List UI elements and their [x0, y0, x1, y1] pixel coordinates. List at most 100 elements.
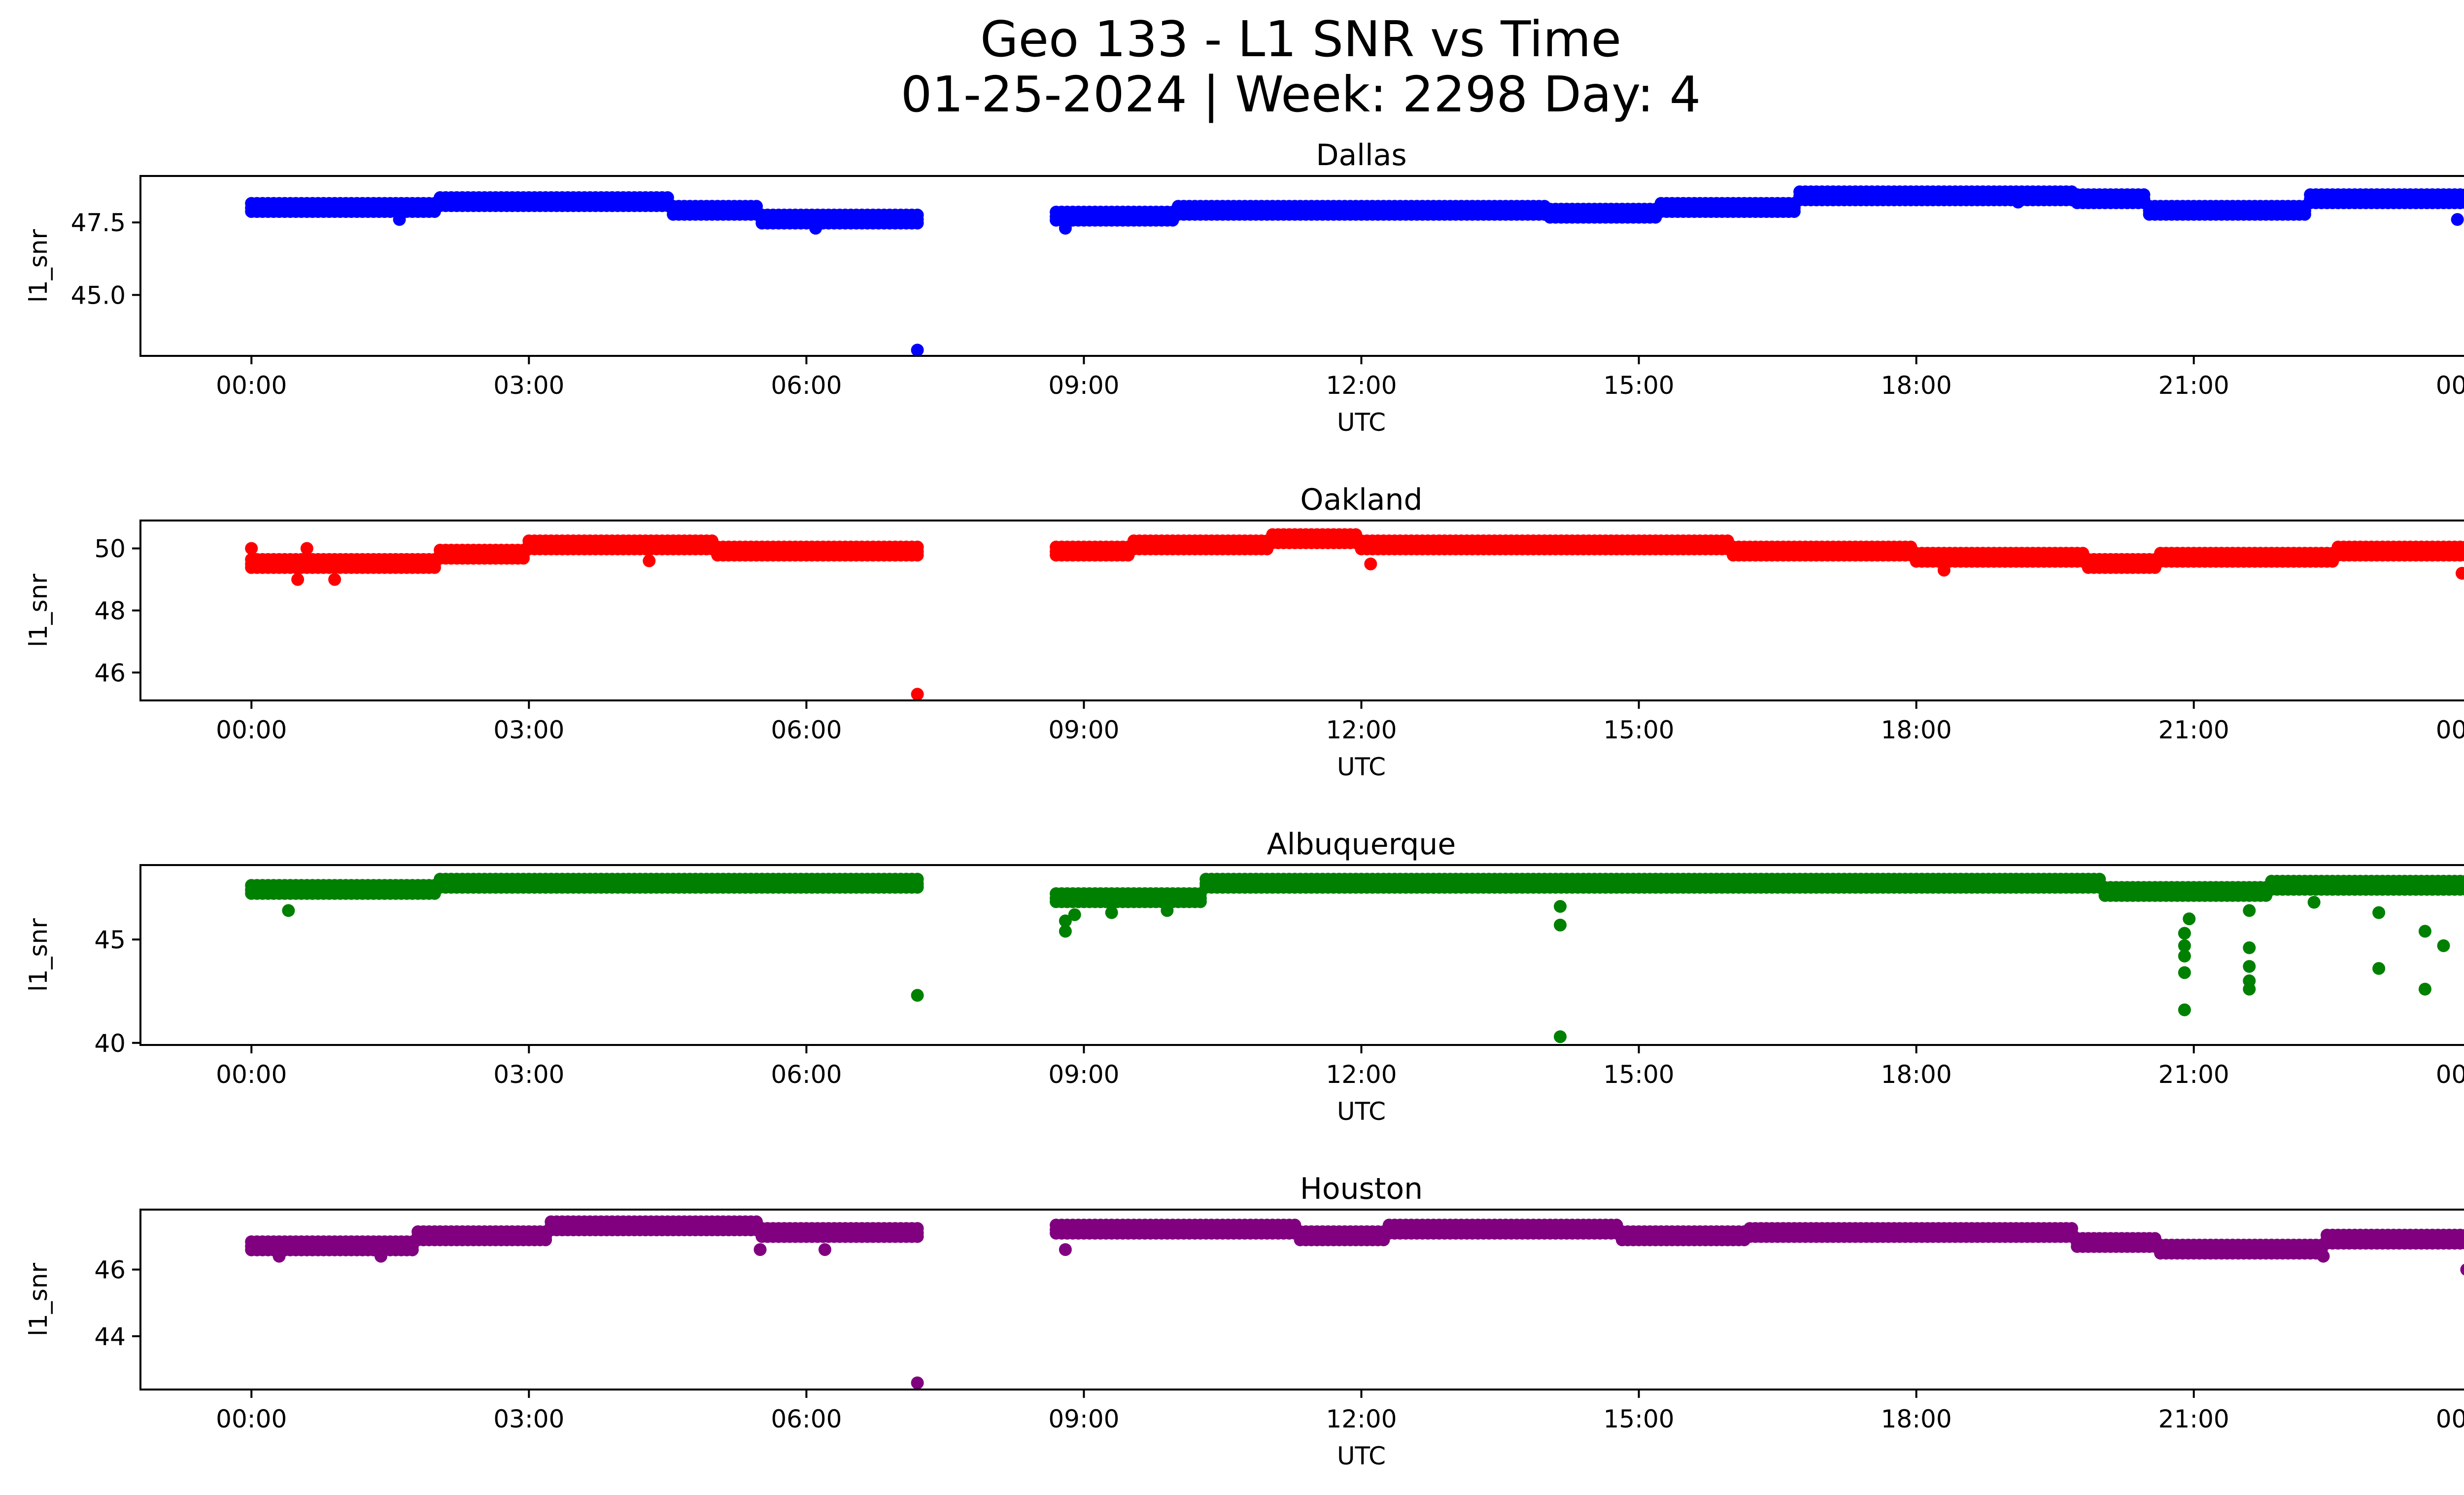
scatter-series-dallas [245, 185, 2464, 357]
outlier-point [753, 1243, 767, 1256]
outlier-point [2460, 1263, 2464, 1276]
outlier-point [2372, 906, 2386, 919]
x-tick-label: 09:00 [1048, 371, 1119, 400]
x-tick-label: 00:00 [216, 1405, 287, 1433]
outlier-point [1059, 1243, 1072, 1256]
outlier-point [1105, 906, 1118, 919]
subplot-title: Dallas [1316, 138, 1406, 173]
x-tick-label: 12:00 [1326, 1405, 1397, 1433]
y-tick-label: 47.5 [71, 209, 126, 237]
x-tick-label: 00:00 [2436, 1405, 2464, 1433]
x-tick-label: 21:00 [2158, 1060, 2229, 1089]
subplot-title: Houston [1300, 1172, 1423, 1206]
outlier-point [2178, 939, 2191, 952]
outlier-point [2243, 904, 2256, 917]
data-point [1194, 895, 1207, 908]
scatter-series-oakland [245, 528, 2464, 701]
x-tick-label: 21:00 [2158, 371, 2229, 400]
y-axis-label: l1_snr [24, 1263, 53, 1336]
outlier-point [911, 344, 924, 357]
outlier-point [2456, 567, 2464, 580]
subplot-title: Albuquerque [1267, 827, 1456, 862]
outlier-point [1554, 900, 1567, 913]
y-axis-label: l1_snr [24, 918, 53, 992]
x-tick-label: 15:00 [1604, 716, 1675, 744]
outlier-point [911, 989, 924, 1002]
x-tick-label: 15:00 [1604, 1060, 1675, 1089]
outlier-point [273, 1250, 286, 1263]
x-tick-label: 09:00 [1048, 716, 1119, 744]
outlier-point [2451, 213, 2464, 226]
y-tick-label: 50 [94, 535, 126, 563]
y-tick-label: 44 [94, 1322, 126, 1351]
y-tick-label: 45.0 [71, 281, 126, 310]
data-point [911, 549, 924, 562]
x-tick-label: 00:00 [216, 1060, 287, 1089]
outlier-point [2418, 982, 2431, 996]
x-tick-label: 12:00 [1326, 1060, 1397, 1089]
outlier-point [1068, 908, 1081, 921]
x-tick-label: 18:00 [1881, 1060, 1952, 1089]
x-tick-label: 15:00 [1604, 1405, 1675, 1433]
x-tick-label: 18:00 [1881, 716, 1952, 744]
x-tick-label: 21:00 [2158, 716, 2229, 744]
outlier-point [643, 554, 656, 567]
scatter-series-albuquerque [245, 872, 2464, 1043]
outlier-point [2243, 960, 2256, 973]
x-tick-label: 03:00 [493, 371, 564, 400]
y-tick-label: 48 [94, 597, 126, 626]
outlier-point [911, 1376, 924, 1390]
outlier-point [809, 222, 822, 235]
y-tick-label: 46 [94, 659, 126, 687]
subplot-houston: Houston 00:00 03:00 06:00 09:00 12:00 15:00 18:… [24, 1172, 2464, 1470]
x-tick-label: 21:00 [2158, 1405, 2229, 1433]
x-tick-label: 03:00 [493, 1060, 564, 1089]
outlier-point [1937, 563, 1951, 577]
data-point [911, 881, 924, 894]
x-tick-label: 00:00 [2436, 371, 2464, 400]
data-point [2298, 208, 2311, 221]
x-tick-label: 00:00 [2436, 716, 2464, 744]
x-axis-label: UTC [1337, 1097, 1386, 1126]
scatter-series-houston [245, 1215, 2464, 1390]
outlier-point [1554, 1030, 1567, 1043]
outlier-point [2243, 974, 2256, 987]
x-tick-label: 15:00 [1604, 371, 1675, 400]
data-point [911, 1230, 924, 1243]
y-axis-label: l1_snr [24, 574, 53, 647]
outlier-point [1161, 904, 1174, 917]
x-tick-label: 03:00 [493, 1405, 564, 1433]
outlier-point [2307, 896, 2321, 909]
outlier-point [245, 542, 258, 555]
outlier-point [1364, 557, 1377, 571]
outlier-point [2372, 962, 2386, 975]
x-tick-label: 06:00 [771, 1405, 842, 1433]
x-tick-label: 00:00 [216, 371, 287, 400]
outlier-point [2418, 925, 2431, 938]
x-axis-label: UTC [1337, 1442, 1386, 1470]
x-tick-label: 03:00 [493, 716, 564, 744]
outlier-point [1059, 222, 1072, 235]
subplot-title: Oakland [1300, 483, 1422, 517]
y-tick-label: 40 [94, 1029, 126, 1058]
outlier-point [2178, 966, 2191, 979]
outlier-point [291, 573, 305, 586]
outlier-point [300, 542, 313, 555]
x-tick-label: 06:00 [771, 1060, 842, 1089]
outlier-point [2178, 927, 2191, 940]
outlier-point [911, 688, 924, 701]
data-point [911, 216, 924, 230]
x-tick-label: 06:00 [771, 716, 842, 744]
x-tick-label: 18:00 [1881, 1405, 1952, 1433]
outlier-point [328, 573, 342, 586]
x-tick-label: 06:00 [771, 371, 842, 400]
x-tick-label: 00:00 [216, 716, 287, 744]
outlier-point [282, 904, 295, 917]
x-tick-label: 09:00 [1048, 1405, 1119, 1433]
outlier-point [2243, 941, 2256, 954]
x-tick-label: 12:00 [1326, 371, 1397, 400]
